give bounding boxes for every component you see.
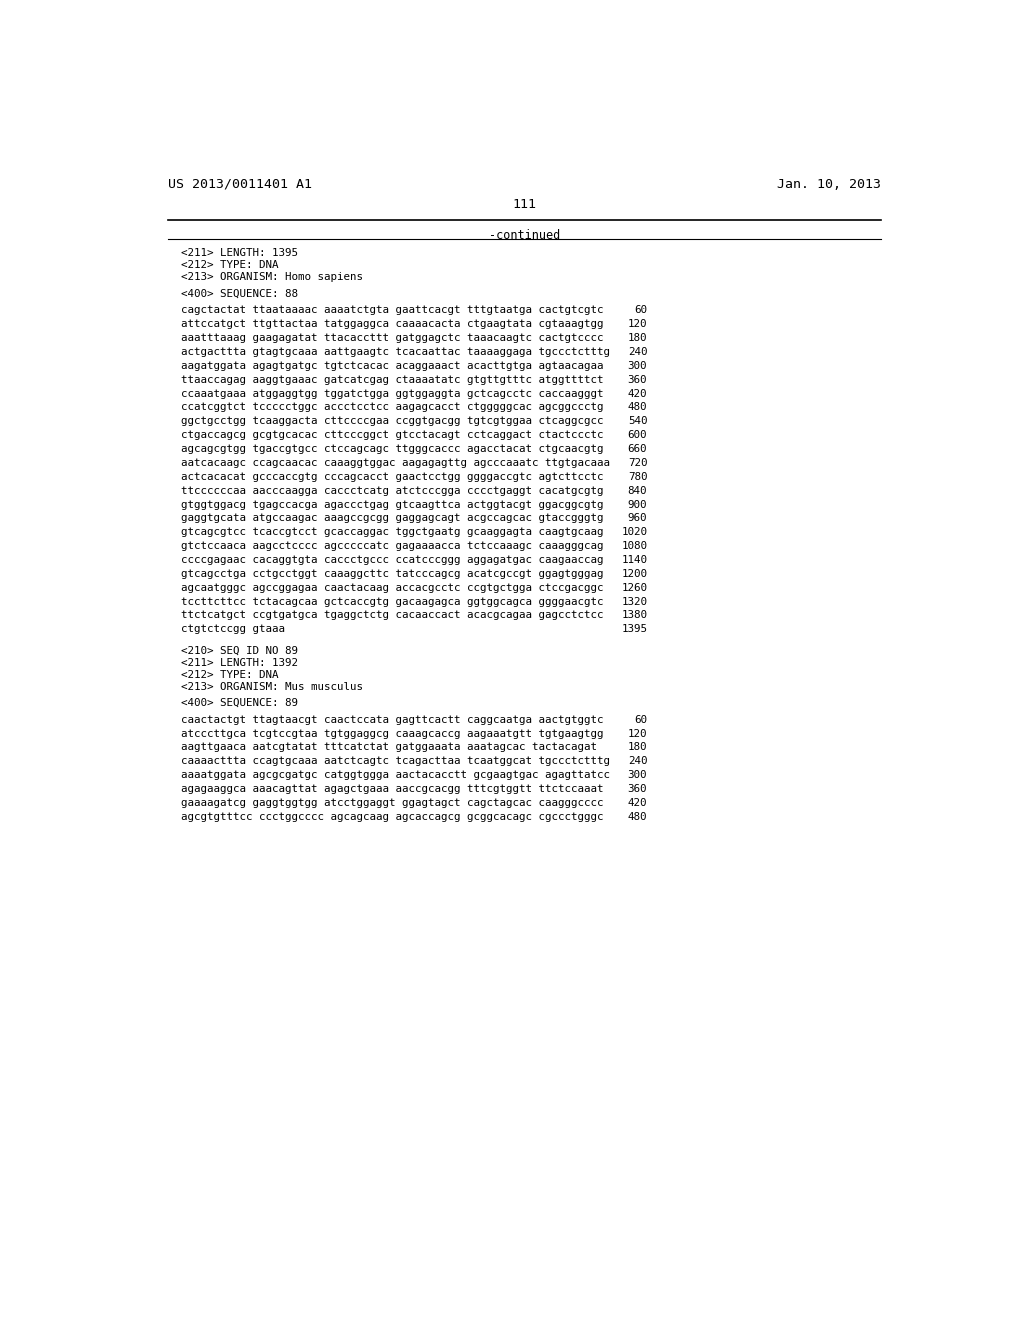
Text: gaaaagatcg gaggtggtgg atcctggaggt ggagtagct cagctagcac caagggcccc: gaaaagatcg gaggtggtgg atcctggaggt ggagta… <box>180 797 603 808</box>
Text: <213> ORGANISM: Homo sapiens: <213> ORGANISM: Homo sapiens <box>180 272 362 282</box>
Text: 360: 360 <box>628 784 647 795</box>
Text: 1080: 1080 <box>622 541 647 550</box>
Text: 360: 360 <box>628 375 647 384</box>
Text: ttctcatgct ccgtgatgca tgaggctctg cacaaccact acacgcagaa gagcctctcc: ttctcatgct ccgtgatgca tgaggctctg cacaacc… <box>180 610 603 620</box>
Text: aatcacaagc ccagcaacac caaaggtggac aagagagttg agcccaaatc ttgtgacaaa: aatcacaagc ccagcaacac caaaggtggac aagaga… <box>180 458 609 467</box>
Text: 840: 840 <box>628 486 647 495</box>
Text: <211> LENGTH: 1392: <211> LENGTH: 1392 <box>180 657 298 668</box>
Text: aaaatggata agcgcgatgc catggtggga aactacacctt gcgaagtgac agagttatcc: aaaatggata agcgcgatgc catggtggga aactaca… <box>180 770 609 780</box>
Text: -continued: -continued <box>489 230 560 243</box>
Text: 480: 480 <box>628 403 647 412</box>
Text: ggctgcctgg tcaaggacta cttccccgaa ccggtgacgg tgtcgtggaa ctcaggcgcc: ggctgcctgg tcaaggacta cttccccgaa ccggtga… <box>180 416 603 426</box>
Text: aagatggata agagtgatgc tgtctcacac acaggaaact acacttgtga agtaacagaa: aagatggata agagtgatgc tgtctcacac acaggaa… <box>180 360 603 371</box>
Text: gtcagcgtcc tcaccgtcct gcaccaggac tggctgaatg gcaaggagta caagtgcaag: gtcagcgtcc tcaccgtcct gcaccaggac tggctga… <box>180 527 603 537</box>
Text: atcccttgca tcgtccgtaa tgtggaggcg caaagcaccg aagaaatgtt tgtgaagtgg: atcccttgca tcgtccgtaa tgtggaggcg caaagca… <box>180 729 603 739</box>
Text: ccaaatgaaa atggaggtgg tggatctgga ggtggaggta gctcagcctc caccaagggt: ccaaatgaaa atggaggtgg tggatctgga ggtggag… <box>180 388 603 399</box>
Text: 480: 480 <box>628 812 647 822</box>
Text: <211> LENGTH: 1395: <211> LENGTH: 1395 <box>180 248 298 259</box>
Text: <213> ORGANISM: Mus musculus: <213> ORGANISM: Mus musculus <box>180 681 362 692</box>
Text: 720: 720 <box>628 458 647 467</box>
Text: 120: 120 <box>628 729 647 739</box>
Text: 300: 300 <box>628 360 647 371</box>
Text: gtcagcctga cctgcctggt caaaggcttc tatcccagcg acatcgccgt ggagtgggag: gtcagcctga cctgcctggt caaaggcttc tatccca… <box>180 569 603 578</box>
Text: 300: 300 <box>628 770 647 780</box>
Text: Jan. 10, 2013: Jan. 10, 2013 <box>777 178 882 190</box>
Text: 111: 111 <box>513 198 537 211</box>
Text: ctgaccagcg gcgtgcacac cttcccggct gtcctacagt cctcaggact ctactccctc: ctgaccagcg gcgtgcacac cttcccggct gtcctac… <box>180 430 603 440</box>
Text: 180: 180 <box>628 333 647 343</box>
Text: <210> SEQ ID NO 89: <210> SEQ ID NO 89 <box>180 645 298 656</box>
Text: 420: 420 <box>628 388 647 399</box>
Text: 1395: 1395 <box>622 624 647 634</box>
Text: US 2013/0011401 A1: US 2013/0011401 A1 <box>168 178 312 190</box>
Text: gaggtgcata atgccaagac aaagccgcgg gaggagcagt acgccagcac gtaccgggtg: gaggtgcata atgccaagac aaagccgcgg gaggagc… <box>180 513 603 523</box>
Text: aaatttaaag gaagagatat ttacaccttt gatggagctc taaacaagtc cactgtcccc: aaatttaaag gaagagatat ttacaccttt gatggag… <box>180 333 603 343</box>
Text: 1260: 1260 <box>622 582 647 593</box>
Text: 240: 240 <box>628 756 647 767</box>
Text: ccccgagaac cacaggtgta caccctgccc ccatcccggg aggagatgac caagaaccag: ccccgagaac cacaggtgta caccctgccc ccatccc… <box>180 554 603 565</box>
Text: gtctccaaca aagcctcccc agcccccatc gagaaaacca tctccaaagc caaagggcag: gtctccaaca aagcctcccc agcccccatc gagaaaa… <box>180 541 603 550</box>
Text: tccttcttcc tctacagcaa gctcaccgtg gacaagagca ggtggcagca ggggaacgtc: tccttcttcc tctacagcaa gctcaccgtg gacaaga… <box>180 597 603 606</box>
Text: <212> TYPE: DNA: <212> TYPE: DNA <box>180 260 279 271</box>
Text: 60: 60 <box>634 714 647 725</box>
Text: 420: 420 <box>628 797 647 808</box>
Text: attccatgct ttgttactaa tatggaggca caaaacacta ctgaagtata cgtaaagtgg: attccatgct ttgttactaa tatggaggca caaaaca… <box>180 319 603 329</box>
Text: aagttgaaca aatcgtatat tttcatctat gatggaaata aaatagcac tactacagat: aagttgaaca aatcgtatat tttcatctat gatggaa… <box>180 742 597 752</box>
Text: <400> SEQUENCE: 88: <400> SEQUENCE: 88 <box>180 289 298 298</box>
Text: 660: 660 <box>628 444 647 454</box>
Text: ttaaccagag aaggtgaaac gatcatcgag ctaaaatatc gtgttgtttc atggttttct: ttaaccagag aaggtgaaac gatcatcgag ctaaaat… <box>180 375 603 384</box>
Text: 180: 180 <box>628 742 647 752</box>
Text: caaaacttta ccagtgcaaa aatctcagtc tcagacttaa tcaatggcat tgccctctttg: caaaacttta ccagtgcaaa aatctcagtc tcagact… <box>180 756 609 767</box>
Text: gtggtggacg tgagccacga agaccctgag gtcaagttca actggtacgt ggacggcgtg: gtggtggacg tgagccacga agaccctgag gtcaagt… <box>180 499 603 510</box>
Text: caactactgt ttagtaacgt caactccata gagttcactt caggcaatga aactgtggtc: caactactgt ttagtaacgt caactccata gagttca… <box>180 714 603 725</box>
Text: 540: 540 <box>628 416 647 426</box>
Text: 1320: 1320 <box>622 597 647 606</box>
Text: actgacttta gtagtgcaaa aattgaagtc tcacaattac taaaaggaga tgccctctttg: actgacttta gtagtgcaaa aattgaagtc tcacaat… <box>180 347 609 356</box>
Text: agagaaggca aaacagttat agagctgaaa aaccgcacgg tttcgtggtt ttctccaaat: agagaaggca aaacagttat agagctgaaa aaccgca… <box>180 784 603 795</box>
Text: 600: 600 <box>628 430 647 440</box>
Text: 780: 780 <box>628 471 647 482</box>
Text: 1200: 1200 <box>622 569 647 578</box>
Text: 1020: 1020 <box>622 527 647 537</box>
Text: 240: 240 <box>628 347 647 356</box>
Text: ctgtctccgg gtaaa: ctgtctccgg gtaaa <box>180 624 285 634</box>
Text: 1380: 1380 <box>622 610 647 620</box>
Text: <400> SEQUENCE: 89: <400> SEQUENCE: 89 <box>180 698 298 708</box>
Text: actcacacat gcccaccgtg cccagcacct gaactcctgg ggggaccgtc agtcttcctc: actcacacat gcccaccgtg cccagcacct gaactcc… <box>180 471 603 482</box>
Text: 60: 60 <box>634 305 647 315</box>
Text: cagctactat ttaataaaac aaaatctgta gaattcacgt tttgtaatga cactgtcgtc: cagctactat ttaataaaac aaaatctgta gaattca… <box>180 305 603 315</box>
Text: agcaatgggc agccggagaa caactacaag accacgcctc ccgtgctgga ctccgacggc: agcaatgggc agccggagaa caactacaag accacgc… <box>180 582 603 593</box>
Text: 900: 900 <box>628 499 647 510</box>
Text: <212> TYPE: DNA: <212> TYPE: DNA <box>180 669 279 680</box>
Text: ccatcggtct tccccctggc accctcctcc aagagcacct ctgggggcac agcggccctg: ccatcggtct tccccctggc accctcctcc aagagca… <box>180 403 603 412</box>
Text: agcagcgtgg tgaccgtgcc ctccagcagc ttgggcaccc agacctacat ctgcaacgtg: agcagcgtgg tgaccgtgcc ctccagcagc ttgggca… <box>180 444 603 454</box>
Text: 120: 120 <box>628 319 647 329</box>
Text: agcgtgtttcc ccctggcccc agcagcaag agcaccagcg gcggcacagc cgccctgggc: agcgtgtttcc ccctggcccc agcagcaag agcacca… <box>180 812 603 822</box>
Text: 960: 960 <box>628 513 647 523</box>
Text: ttccccccaa aacccaagga caccctcatg atctcccgga cccctgaggt cacatgcgtg: ttccccccaa aacccaagga caccctcatg atctccc… <box>180 486 603 495</box>
Text: 1140: 1140 <box>622 554 647 565</box>
